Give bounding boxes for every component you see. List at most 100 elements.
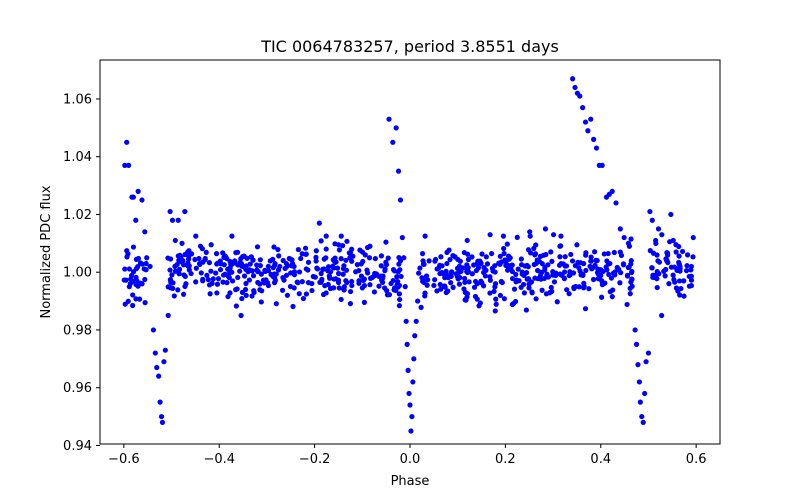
data-point: [599, 294, 605, 300]
data-point: [500, 233, 507, 239]
data-point: [580, 105, 586, 111]
data-point: [667, 239, 673, 245]
data-point: [642, 390, 648, 397]
data-point: [331, 276, 337, 282]
data-point: [407, 402, 413, 408]
data-point: [624, 273, 631, 279]
data-point: [291, 263, 297, 270]
data-point: [508, 263, 514, 269]
data-point: [318, 270, 324, 277]
data-point: [601, 251, 607, 257]
data-point: [666, 281, 672, 287]
data-point: [336, 285, 342, 291]
y-tick-label: 1.02: [63, 208, 92, 223]
data-point: [405, 367, 411, 373]
data-point: [690, 254, 696, 260]
data-point: [229, 233, 235, 239]
data-point: [366, 255, 373, 261]
data-point: [364, 244, 371, 251]
data-point: [550, 232, 557, 238]
data-point: [125, 251, 131, 257]
data-point: [350, 253, 356, 259]
data-point: [313, 258, 319, 264]
data-point: [663, 266, 669, 273]
data-point: [147, 263, 153, 270]
data-point: [688, 273, 695, 279]
data-point: [566, 291, 572, 297]
data-point: [457, 258, 463, 264]
data-point: [684, 263, 690, 269]
data-point: [270, 265, 276, 271]
x-axis-label: Phase: [391, 474, 430, 489]
data-point: [681, 293, 687, 299]
data-point: [181, 272, 187, 278]
data-point: [150, 327, 157, 333]
data-point: [649, 217, 655, 223]
data-point: [493, 296, 499, 302]
y-tick-label: 0.94: [63, 439, 92, 454]
data-point: [336, 247, 343, 253]
data-point: [172, 263, 178, 269]
data-point: [169, 217, 176, 223]
data-point: [450, 284, 456, 290]
data-point: [501, 250, 507, 257]
data-point: [690, 234, 696, 241]
data-point: [461, 286, 467, 292]
data-point: [395, 168, 402, 174]
data-point: [483, 254, 489, 260]
data-point: [504, 241, 510, 247]
data-point: [645, 350, 652, 356]
data-point: [305, 259, 312, 265]
data-point: [328, 269, 334, 275]
data-point: [416, 270, 422, 276]
data-point: [227, 290, 233, 296]
data-point: [189, 251, 195, 257]
data-point: [214, 281, 221, 287]
data-point: [171, 293, 177, 299]
data-point: [139, 197, 145, 203]
data-point: [210, 276, 216, 282]
data-point: [239, 295, 245, 302]
data-point: [237, 268, 243, 274]
data-point: [480, 283, 487, 289]
data-point: [447, 256, 453, 263]
data-point: [399, 234, 405, 241]
data-point: [309, 287, 315, 294]
data-point: [386, 116, 392, 122]
data-point: [677, 292, 683, 298]
data-point: [404, 341, 410, 347]
data-point: [406, 390, 412, 397]
data-point: [473, 267, 480, 274]
data-point: [668, 211, 674, 218]
y-tick-label: 1.04: [63, 150, 92, 165]
data-point: [126, 266, 132, 272]
data-point: [487, 290, 493, 296]
data-point: [411, 356, 417, 362]
data-point: [620, 262, 627, 268]
data-point: [539, 287, 545, 293]
data-point: [254, 244, 261, 250]
data-point: [249, 268, 255, 274]
data-point: [659, 312, 665, 319]
data-point: [464, 291, 471, 297]
data-point: [325, 264, 332, 270]
data-point: [213, 270, 219, 276]
data-point: [220, 279, 226, 285]
data-point: [172, 237, 178, 244]
data-point: [283, 272, 290, 278]
data-point: [533, 242, 539, 248]
data-point: [130, 292, 136, 298]
data-point: [588, 258, 594, 264]
data-point: [169, 272, 175, 278]
data-point: [489, 250, 495, 257]
data-point: [420, 258, 426, 264]
data-point: [341, 287, 347, 293]
data-point: [310, 273, 316, 280]
data-point: [577, 260, 584, 266]
data-point: [439, 270, 445, 276]
data-point: [241, 273, 248, 279]
data-point: [382, 266, 388, 272]
data-point: [681, 278, 687, 284]
data-point: [347, 301, 354, 307]
